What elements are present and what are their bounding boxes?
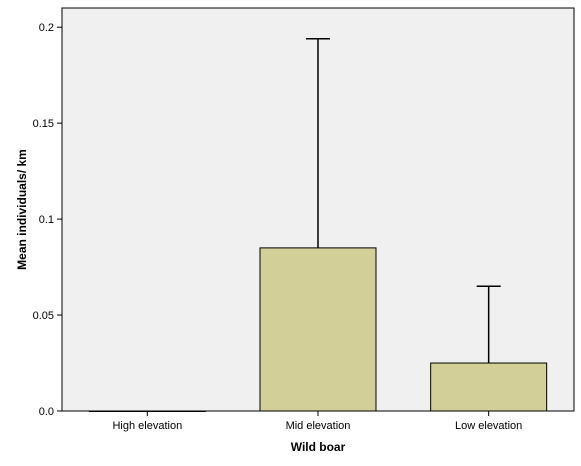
y-tick-label: 0.0 [39,406,54,418]
x-tick-label: Low elevation [455,420,522,432]
y-tick-label: 0.1 [39,214,54,226]
bar-low-elevation [430,362,548,412]
bar-mid-elevation [259,247,377,412]
y-tick-label: 0.05 [33,310,54,322]
y-axis-title: Mean individuals/ km [15,149,29,270]
y-tick-label: 0.15 [33,118,54,130]
x-tick-label: High elevation [112,420,182,432]
x-tick-label: Mid elevation [286,420,351,432]
x-axis: High elevation Mid elevation Low elevation [112,411,522,432]
y-axis: 0.0 0.05 0.1 0.15 0.2 [33,22,62,418]
y-tick-label: 0.2 [39,22,54,34]
bars-group [88,247,548,412]
x-axis-title: Wild boar [291,440,346,454]
error-bars-group [306,37,501,364]
